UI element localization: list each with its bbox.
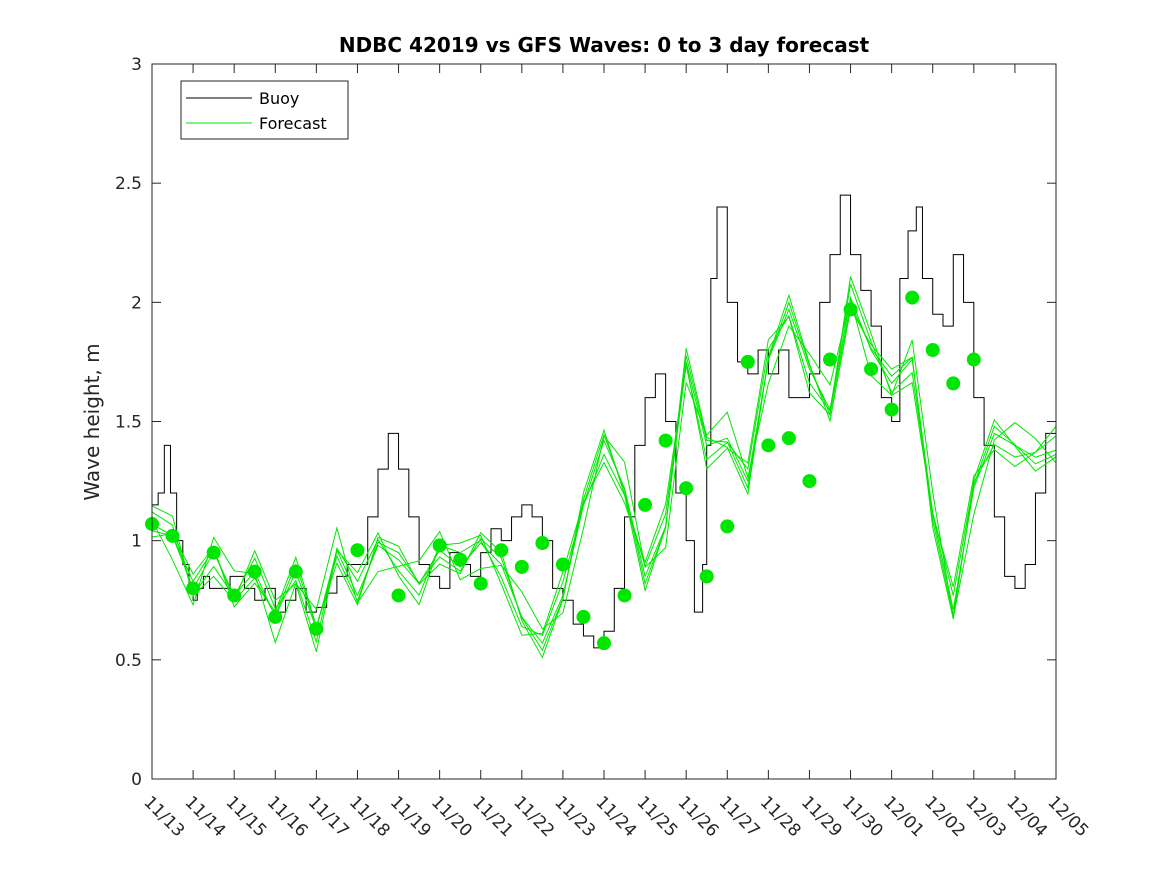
forecast-marker — [432, 538, 447, 553]
forecast-marker — [186, 581, 201, 596]
x-tick-label: 11/29 — [797, 792, 846, 841]
x-tick-label: 11/17 — [304, 792, 353, 841]
forecast-marker — [638, 497, 653, 512]
x-tick-label: 11/30 — [838, 792, 887, 841]
plot-area — [152, 64, 1056, 779]
series-line-forecast — [151, 276, 1057, 653]
x-tick-label: 11/24 — [591, 792, 640, 841]
forecast-marker — [761, 438, 776, 453]
forecast-marker — [453, 552, 468, 567]
x-tick-label: 12/03 — [961, 792, 1010, 841]
forecast-marker — [905, 290, 920, 305]
y-tick-label: 0 — [131, 770, 142, 790]
x-tick-label: 11/18 — [345, 792, 394, 841]
x-tick-label: 11/14 — [181, 792, 230, 841]
forecast-marker — [597, 636, 611, 651]
x-tick-label: 11/16 — [263, 792, 312, 841]
y-tick-label: 1.5 — [115, 413, 142, 433]
y-tick-label: 2.5 — [115, 174, 142, 194]
chart-title: NDBC 42019 vs GFS Waves: 0 to 3 day fore… — [339, 33, 870, 57]
forecast-marker — [268, 609, 283, 624]
y-tick-label: 3 — [131, 55, 142, 75]
forecast-marker — [206, 545, 221, 560]
legend-buoy-label: Buoy — [259, 89, 299, 108]
series-line-forecast — [151, 283, 1057, 644]
x-tick-label: 11/23 — [550, 792, 599, 841]
x-tick-label: 12/04 — [1002, 792, 1051, 841]
y-tick-label: 0.5 — [115, 651, 142, 671]
forecast-marker — [864, 362, 879, 377]
legend-box — [180, 80, 349, 140]
series-line-forecast — [151, 295, 1057, 645]
x-tick-label: 11/28 — [756, 792, 805, 841]
x-tick-label: 11/22 — [509, 792, 558, 841]
forecast-marker — [576, 609, 591, 624]
y-axis-label: Wave height, m — [80, 343, 104, 500]
x-tick-label: 12/05 — [1043, 792, 1092, 841]
x-tick-label: 11/21 — [468, 792, 517, 841]
forecast-marker — [658, 433, 673, 448]
forecast-marker — [884, 402, 899, 417]
x-tick-label: 11/27 — [715, 792, 764, 841]
forecast-marker — [535, 536, 550, 551]
forecast-marker — [802, 474, 817, 489]
x-tick-label: 11/13 — [139, 792, 188, 841]
x-tick-label: 11/26 — [674, 792, 723, 841]
forecast-marker — [514, 559, 529, 574]
forecast-marker — [699, 569, 714, 584]
forecast-marker — [247, 564, 262, 579]
forecast-marker — [823, 352, 837, 367]
series-line-forecast — [151, 293, 1057, 659]
forecast-marker — [350, 543, 365, 558]
x-tick-label: 12/02 — [920, 792, 969, 841]
series-line-forecast — [151, 301, 1057, 652]
forecast-marker — [494, 543, 509, 558]
forecast-marker — [966, 352, 981, 367]
x-tick-label: 12/01 — [879, 792, 928, 841]
x-tick-label: 11/25 — [633, 792, 682, 841]
forecast-marker — [227, 588, 242, 603]
forecast-marker — [165, 528, 180, 543]
series-layer — [151, 194, 1057, 659]
forecast-marker — [679, 481, 694, 496]
legend: Buoy Forecast — [180, 80, 349, 140]
forecast-marker — [309, 621, 324, 636]
x-tick-label: 11/15 — [222, 792, 271, 841]
forecast-marker — [946, 376, 961, 391]
legend-forecast-label: Forecast — [259, 114, 327, 133]
y-ticks: 0 0.5 1 1.5 2 2.5 3 — [115, 55, 1056, 790]
forecast-marker — [617, 588, 632, 603]
forecast-marker — [391, 588, 406, 603]
forecast-marker — [288, 564, 303, 579]
y-tick-label: 2 — [131, 293, 142, 313]
forecast-marker — [781, 431, 796, 446]
x-tick-label: 11/20 — [427, 792, 476, 841]
forecast-marker — [473, 576, 488, 591]
forecast-marker — [555, 557, 570, 572]
forecast-marker — [843, 302, 858, 317]
marker-layer — [145, 290, 981, 651]
forecast-marker — [720, 519, 735, 534]
y-tick-label: 1 — [131, 532, 142, 552]
x-tick-label: 11/19 — [386, 792, 435, 841]
forecast-marker — [925, 343, 940, 357]
forecast-marker — [740, 354, 755, 369]
